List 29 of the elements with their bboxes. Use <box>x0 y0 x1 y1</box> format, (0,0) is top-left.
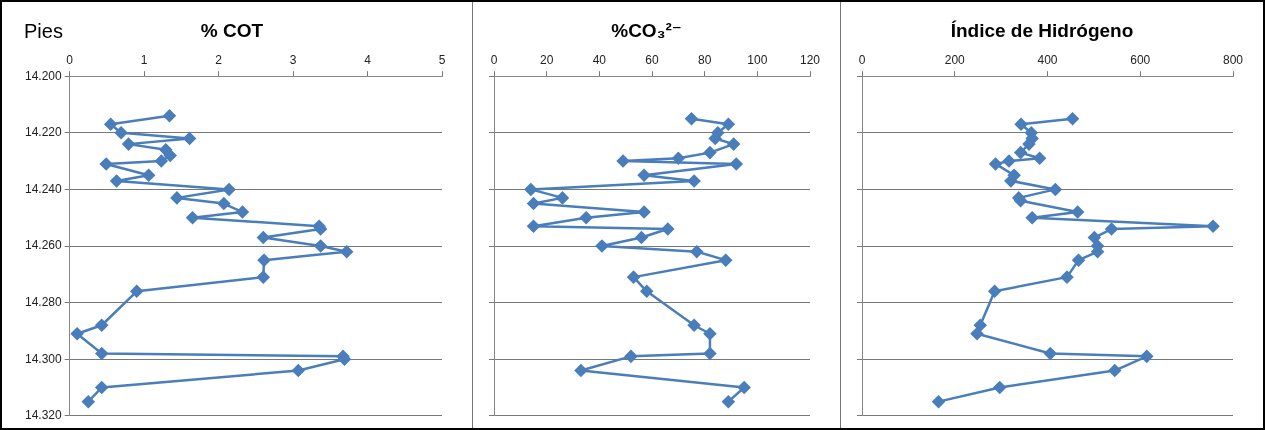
y-tick-label: 14.240 <box>25 181 63 196</box>
x-tick-label: 3 <box>289 53 297 68</box>
x-tick-label: 600 <box>1130 53 1151 68</box>
x-tick-label: 400 <box>1037 53 1058 68</box>
x-tick-label: 800 <box>1222 53 1244 68</box>
y-tick-label: 14.220 <box>25 125 63 140</box>
x-tick-label: 40 <box>592 53 607 68</box>
x-tick-label: 1 <box>140 53 148 68</box>
y-tick-label: 14.320 <box>25 408 63 423</box>
x-tick-label: 0 <box>66 53 74 68</box>
x-tick-label: 0 <box>858 53 866 68</box>
x-tick-label: 120 <box>799 53 821 68</box>
x-tick-label: 0 <box>490 53 498 68</box>
chart-title: %CO₃²⁻ <box>611 19 682 41</box>
y-tick-label: 14.260 <box>25 238 63 253</box>
x-tick-label: 60 <box>645 53 659 68</box>
y-tick-label: 14.280 <box>25 294 63 309</box>
x-tick-label: 4 <box>364 53 372 68</box>
y-tick-label: 14.300 <box>25 351 63 366</box>
chart-title: % COT <box>200 19 264 41</box>
x-tick-label: 2 <box>215 53 223 68</box>
x-tick-label: 200 <box>944 53 966 68</box>
chart-title: Índice de Hidrógeno <box>950 19 1134 41</box>
x-tick-label: 80 <box>697 53 712 68</box>
x-tick-label: 100 <box>747 53 768 68</box>
y-tick-label: 14.200 <box>25 68 63 83</box>
y-axis-title: Pies <box>24 19 63 42</box>
x-tick-label: 5 <box>438 53 446 68</box>
x-tick-label: 20 <box>539 53 554 68</box>
